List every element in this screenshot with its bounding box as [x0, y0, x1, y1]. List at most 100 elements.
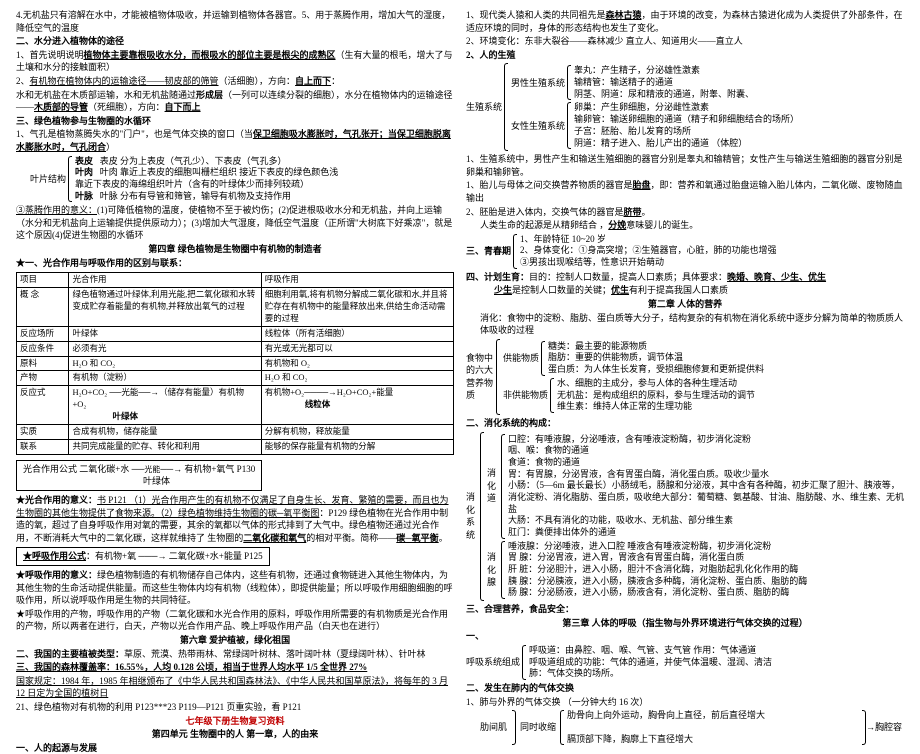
- reproductive-system: 生殖系统 男性生殖系统 睾丸：产生精子，分泌雄性激素 输精管：输送精子的通道 阴…: [466, 63, 904, 151]
- para: 2、环境变化：东非大裂谷——森林减少 直立人、知道用火——直立人: [466, 35, 904, 48]
- td: 反应场所: [17, 326, 69, 341]
- th: 呼吸作用: [261, 273, 453, 288]
- td: 必须有光: [69, 341, 261, 356]
- para: ★光合作用的意义：书 P121 （1）光合作用产生的有机物不仅满足了自身生长、发…: [16, 494, 454, 544]
- para: 二、我国的主要植被类型：草原、荒漠、热带雨林、常绿阔叶树林、落叶阔叶林（夏绿阔叶…: [16, 648, 454, 661]
- para: 4.无机盐只有溶解在水中，才能被植物体吸收，并运输到植物体各器官。5、用于蒸腾作…: [16, 9, 454, 34]
- line: 水、细胞的主成分，参与人体的各种生理活动: [557, 378, 904, 390]
- line: 无机盐：是构成组织的原料，参与生理活动的调节: [557, 390, 904, 402]
- para: 消化：食物中的淀粉、脂肪、蛋白质等大分子，结构复杂的有机物在消化系统中逐步分解为…: [466, 312, 904, 337]
- leaf-structure: 叶片结构 表皮 表皮 分为上表皮（气孔少）、下表皮（气孔多） 叶肉 叶肉 靠近上…: [16, 156, 454, 203]
- formula-respiration: ★呼吸作用公式：有机物+氧 ───→ 二氧化碳+水+能量 P125: [16, 547, 270, 566]
- line: 胃：有胃腺，分泌胃液，含有胃蛋白酶，消化蛋白质。吸收少量水: [508, 469, 904, 481]
- line: 大肠：不具有消化的功能，吸收水、无机盐、部分维生素: [508, 515, 904, 527]
- line: 1、年龄特征 10~20 岁: [520, 234, 904, 246]
- td: 反应条件: [17, 341, 69, 356]
- para: 2、胚胎是进入体内，交换气体的器官是脐带。: [466, 206, 904, 219]
- td: 绿色植物通过叶绿体,利用光能,把二氧化碳和水转变成贮存着能量的有机物,并释放出氧…: [69, 288, 261, 327]
- line: 糖类：最主要的能源物质: [548, 341, 904, 353]
- heading: 二、水分进入植物体的途径: [16, 35, 454, 48]
- td: 分解有机物，释放能量: [261, 425, 453, 440]
- para: 国家规定：1984 年，1985 年相继颁布了《中华人民共和国森林法》、《中华人…: [16, 675, 454, 700]
- line: 小肠：（5—6m 最长最长）小肠绒毛，肠腺和分泌液，其中含有各种酶，初步汇聚了胆…: [508, 480, 904, 515]
- digestive-system: 消化系统 消化道 口腔：有唾液腺，分泌唾液，含有唾液淀粉酶，初步消化淀粉 咽、喉…: [466, 432, 904, 602]
- heading: 2、人的生殖: [466, 49, 904, 62]
- td: H₂O 和 CO₂: [69, 356, 261, 371]
- heading: 三、合理营养，食品安全：: [466, 603, 904, 616]
- book-title: 七年级下册生物复习资料: [16, 715, 454, 728]
- td: 共同完成能量的贮存、转化和利用: [69, 439, 261, 454]
- para: 1、生殖系统中，男性产生和输送生殖细胞的器官分别是睾丸和输精管；女性产生与输送生…: [466, 153, 904, 178]
- line: 肛门：粪便排出体外的通道: [508, 527, 904, 539]
- line: ③男孩出现喉结等，性意识开始萌动: [520, 257, 904, 269]
- line: 阴道：精子进入、胎儿产出的通道 （体腔）: [574, 138, 904, 150]
- line: 唾液腺：分泌唾液，进入口腔 唾液含有唾液淀粉酶，初步消化淀粉: [508, 541, 904, 553]
- para: 三、我国的森林覆盖率：16.55%，人均 0.128 公顷，相当于世界人均水平 …: [16, 661, 454, 674]
- td: 原料: [17, 356, 69, 371]
- line: 胃 腺：分泌胃液，进入胃，胃液含有胃蛋白酶，消化蛋白质: [508, 552, 904, 564]
- left-column: 4.无机盐只有溶解在水中，才能被植物体吸收，并运输到植物体各器官。5、用于蒸腾作…: [10, 8, 460, 643]
- td: 能够的保存能量有机物的分解: [261, 439, 453, 454]
- right-column: 1、现代类人猿和人类的共同祖先是森林古猿，由于环境的改变，为森林古猿进化成为人类…: [460, 8, 910, 643]
- td: H₂O 和 CO₂: [261, 371, 453, 386]
- line: 膈顶部下降，胸廓上下直径增大: [567, 734, 859, 746]
- para: 少生是控制人口数量的关键；优生有利于提高我国人口素质: [466, 284, 904, 297]
- heading: 二、发生在肺内的气体交换: [466, 682, 904, 695]
- nutrients-block: 食物中的六大营养物质 供能物质 糖类：最主要的能源物质 脂肪：重要的供能物质，调…: [466, 339, 904, 415]
- td: 细胞利用氧,将有机物分解成二氧化碳和水,并且将贮存在有机物中的能量释放出来,供给…: [261, 288, 453, 327]
- line: 2、身体变化：①身高突增；②生殖器官，心脏，肺的功能也增强: [520, 245, 904, 257]
- line: 维生素：维持人体正常的生理功能: [557, 401, 904, 413]
- heading: 三、绿色植物参与生物圈的水循环: [16, 115, 454, 128]
- line: 肝 脏：分泌胆汁，进入小肠，胆汁不含消化酶，对脂肪起乳化化作用的酶: [508, 564, 904, 576]
- line: 子宫：胚胎、胎儿发育的场所: [574, 126, 904, 138]
- line: 输卵管：输送卵细胞的通道（精子和卵细胞结合的场所）: [574, 114, 904, 126]
- heading: 一、: [466, 630, 904, 643]
- td: 线粒体（所有活细胞）: [261, 326, 453, 341]
- chapter-title: 第四章 绿色植物是生物圈中有机物的制造者: [16, 243, 454, 256]
- line: 蛋白质：为人体生长发育，受损细胞修复和更新提供料: [548, 364, 904, 376]
- td: 合成有机物，储存能量: [69, 425, 261, 440]
- formula-photosynthesis: 光合作用公式 二氧化碳+水 ──光能──→ 有机物+氧气 P130 叶绿体: [16, 460, 262, 491]
- youth-block: 三、青春期 1、年龄特征 10~20 岁 2、身体变化：①身高突增；②生殖器官，…: [466, 234, 904, 269]
- line: 叶脉 叶脉 分布有导管和筛管，输导有机物及支持作用: [75, 191, 454, 203]
- unit-title: 第四单元 生物圈中的人 第一章，人的由来: [16, 728, 454, 741]
- td: H₂O+CO₂ ──光能──→（储存有能量）有机物+O₂ 叶绿体: [69, 386, 261, 425]
- td: 产物: [17, 371, 69, 386]
- th: 光合作用: [69, 273, 261, 288]
- line: 叶肉 叶肉 靠近上表皮的细胞叫栅栏组织 接近下表皮的绿色颜色浅: [75, 167, 454, 179]
- td: 有机物和 O₂: [261, 356, 453, 371]
- td: 有光或无光都可以: [261, 341, 453, 356]
- photosynthesis-table: 项目 光合作用 呼吸作用 概 念 绿色植物通过叶绿体,利用光能,把二氧化碳和水转…: [16, 272, 454, 455]
- para: 人类生命的起源是从精卵结合 ，分娩意味婴儿的诞生。: [466, 219, 904, 232]
- para: 1、胎儿与母体之间交换营养物质的器官是胎盘，即：营养和氧通过胎盘运输入胎儿体内，…: [466, 179, 904, 204]
- td: 有机物+O₂────→H₂O+CO₂+能量 线粒体: [261, 386, 453, 425]
- breathing-block: 肋间肌 同时收缩 肋骨向上向外运动，胸骨向上直径，前后直径增大 膈顶部下降，胸廓…: [466, 710, 904, 745]
- line: 输精管：输送精子的通道: [574, 77, 904, 89]
- chapter-title: 第六章 爱护植被，绿化祖国: [16, 634, 454, 647]
- line: 食道：食物的通道: [508, 457, 904, 469]
- line: 阴茎、阴道：尿和精液的通道，附睾、附囊、: [574, 89, 904, 101]
- line: 靠近下表皮的海绵组织叶片（含有的叶绿体少而排列较疏）: [75, 179, 454, 191]
- respiratory-system: 呼吸系统组成 呼吸道：由鼻腔、咽、喉、气管、支气管 作用：气体通道 呼吸道组成的…: [466, 645, 904, 680]
- line: 脂肪：重要的供能物质，调节体温: [548, 352, 904, 364]
- para: 1、现代类人猿和人类的共同祖先是森林古猿，由于环境的改变，为森林古猿进化成为人类…: [466, 9, 904, 34]
- td: 有机物（淀粉）: [69, 371, 261, 386]
- heading: 二、消化系统的构成：: [466, 417, 904, 430]
- para: ★呼吸作用的意义：绿色植物制造的有机物储存自己体内，这些有机物，还通过食物链进入…: [16, 569, 454, 607]
- para: 四、计划生育：目的：控制人口数量，提高人口素质；具体要求：晚婚、晚育、少生、优生: [466, 271, 904, 284]
- th: 项目: [17, 273, 69, 288]
- para: ★呼吸作用的产物，呼吸作用的产物（二氧化碳和水光合作用的原料，呼吸作用所需要的有…: [16, 608, 454, 633]
- para: 1、气孔是植物蒸腾失水的"门户"，也是气体交换的窗口（当保卫细胞吸水膨胀时，气孔…: [16, 128, 454, 153]
- line: 肠 腺：分泌肠液，进入小肠，肠液含有，消化淀粉、蛋白质、脂肪的酶: [508, 587, 904, 599]
- chapter-title: 第二章 人体的营养: [466, 298, 904, 311]
- para: 1、首先说明说明植物体主要靠根吸收水分，而根吸水的部位主要是根尖的成熟区（生有大…: [16, 49, 454, 74]
- para: ③蒸腾作用的意义：(1)可降低植物的温度，使植物不至于被灼伤；(2)促进根吸收水…: [16, 204, 454, 242]
- line: 睾丸：产生精子，分泌雄性激素: [574, 65, 904, 77]
- heading: 一、人的起源与发展: [16, 742, 454, 754]
- line: 卵巢：产生卵细胞，分泌雌性激素: [574, 102, 904, 114]
- td: 概 念: [17, 288, 69, 327]
- td: 联系: [17, 439, 69, 454]
- line: 表皮 表皮 分为上表皮（气孔少）、下表皮（气孔多）: [75, 156, 454, 168]
- td: 反应式: [17, 386, 69, 425]
- td: 实质: [17, 425, 69, 440]
